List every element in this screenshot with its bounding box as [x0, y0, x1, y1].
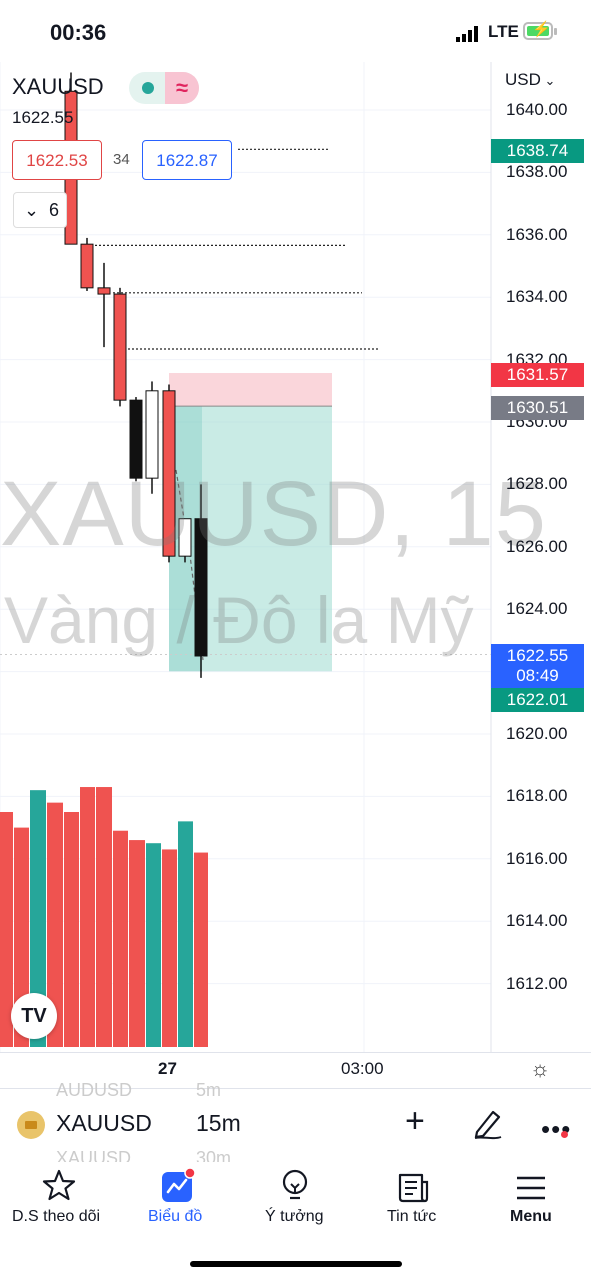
chevron-down-icon: ⌄	[540, 73, 556, 88]
price-tick-label: 1620.00	[506, 724, 568, 743]
take-profit-badge: 1638.74	[491, 139, 584, 163]
candle-body	[194, 518, 208, 657]
chart-symbol[interactable]: XAUUSD	[12, 74, 104, 99]
lightbulb-icon	[282, 1169, 308, 1200]
candle-body	[145, 390, 159, 479]
candle-body	[97, 287, 111, 295]
price-tick-label: 1618.00	[506, 786, 568, 806]
chart-icon	[162, 1168, 196, 1202]
price-tick-label: 1626.00	[506, 536, 568, 556]
star-icon	[42, 1169, 76, 1201]
candles	[64, 72, 208, 678]
price-tick-label: 1612.00	[506, 973, 568, 993]
gold-icon	[17, 1111, 45, 1139]
drawing-pen-icon[interactable]	[471, 1106, 505, 1140]
indicators-toggle[interactable]: ⌄ 6	[13, 192, 67, 228]
more-icon[interactable]: •••	[541, 1114, 572, 1144]
candle-body	[162, 390, 176, 557]
price-chart[interactable]	[0, 62, 591, 1052]
tab-menu-label: Menu	[510, 1208, 552, 1225]
time-label-hour: 03:00	[341, 1059, 384, 1078]
watermark-description: Vàng / Đô la Mỹ	[4, 583, 474, 657]
tab-bar	[0, 1162, 591, 1280]
candle-body	[113, 293, 127, 401]
currency-selector[interactable]: USD ⌄	[505, 70, 555, 90]
bar-countdown: 08:49	[516, 666, 559, 685]
chevron-down-icon: ⌄	[24, 200, 40, 220]
volume-bar	[96, 787, 112, 1047]
volume-bar	[178, 821, 193, 1047]
add-icon[interactable]: +	[405, 1102, 425, 1140]
tab-chart-label: Biểu đồ	[148, 1208, 203, 1225]
market-status-pill[interactable]: ≈	[129, 72, 199, 104]
volume-bar	[14, 827, 29, 1047]
battery-icon: ⚡	[523, 21, 553, 40]
ghost-symbol-above: AUDUSD	[56, 1080, 133, 1100]
volume-bar	[0, 812, 13, 1047]
candle-body	[80, 243, 94, 289]
chart-grid	[0, 62, 491, 1052]
wave-icon: ≈	[165, 72, 199, 104]
volume-bar	[64, 812, 79, 1047]
price-tick-label: 1616.00	[506, 848, 568, 868]
price-tick-label: 1636.00	[506, 224, 568, 244]
price-tick-label: 1614.00	[506, 911, 568, 931]
network-type: LTE	[488, 22, 519, 41]
tab-ideas-label: Ý tưởng	[265, 1208, 324, 1225]
candle-body	[178, 518, 192, 557]
volume-bar	[30, 790, 46, 1047]
price-tick-label: 1628.00	[506, 474, 568, 494]
tab-watchlist-label: D.S theo dõi	[12, 1208, 101, 1225]
time-label-day: 27	[158, 1059, 177, 1078]
price-tick-label: 1634.00	[506, 287, 568, 307]
volume-bar	[129, 840, 145, 1047]
watermark-symbol: XAUUSD, 15	[0, 463, 547, 565]
price-tick-label: 1624.00	[506, 599, 568, 619]
volume-bar	[47, 802, 63, 1047]
symbol-toolbar	[0, 1088, 591, 1163]
ghost-interval-above: 5m	[196, 1080, 222, 1100]
settings-gear-icon[interactable]: ☼	[530, 1056, 551, 1081]
home-indicator	[190, 1261, 402, 1267]
price-tick-label: 1638.00	[506, 162, 568, 182]
clock: 00:36	[50, 20, 107, 45]
volume-bar	[113, 830, 128, 1047]
tab-news-label: Tin tức	[387, 1208, 437, 1225]
signal-icon	[456, 26, 478, 42]
volume-bar	[146, 843, 161, 1047]
price-tick-label: 1640.00	[506, 100, 568, 119]
market-open-icon	[142, 82, 154, 94]
time-axis[interactable]	[0, 1052, 591, 1089]
current-price: 1622.55	[506, 646, 569, 665]
stop-badge: 1631.57	[491, 363, 584, 387]
tradingview-logo[interactable]: TV	[11, 993, 57, 1039]
stop-zone	[169, 373, 332, 407]
interval-selector[interactable]: 15m	[196, 1110, 241, 1136]
sell-button[interactable]: 1622.53	[12, 140, 102, 180]
hamburger-menu-icon	[517, 1176, 545, 1200]
volume-bar	[80, 787, 95, 1047]
volume-bars	[0, 787, 208, 1047]
last-price: 1622.55	[12, 108, 74, 127]
volume-bar	[162, 849, 177, 1047]
notification-dot	[561, 1131, 568, 1138]
spread-value: 34	[113, 151, 130, 168]
buy-button[interactable]: 1622.87	[142, 140, 232, 180]
symbol-selector[interactable]: XAUUSD	[56, 1110, 152, 1136]
entry-badge: 1630.51	[491, 396, 584, 420]
currency-label: USD	[505, 70, 541, 89]
current-price-badge: 1622.55 08:49	[491, 644, 584, 688]
indicators-count: 6	[49, 200, 60, 220]
status-bar: 00:36 LTE ⚡	[0, 0, 591, 62]
candle-body	[129, 399, 143, 479]
target-badge: 1622.01	[491, 688, 584, 712]
newspaper-icon	[398, 1173, 429, 1203]
volume-bar	[194, 852, 208, 1047]
